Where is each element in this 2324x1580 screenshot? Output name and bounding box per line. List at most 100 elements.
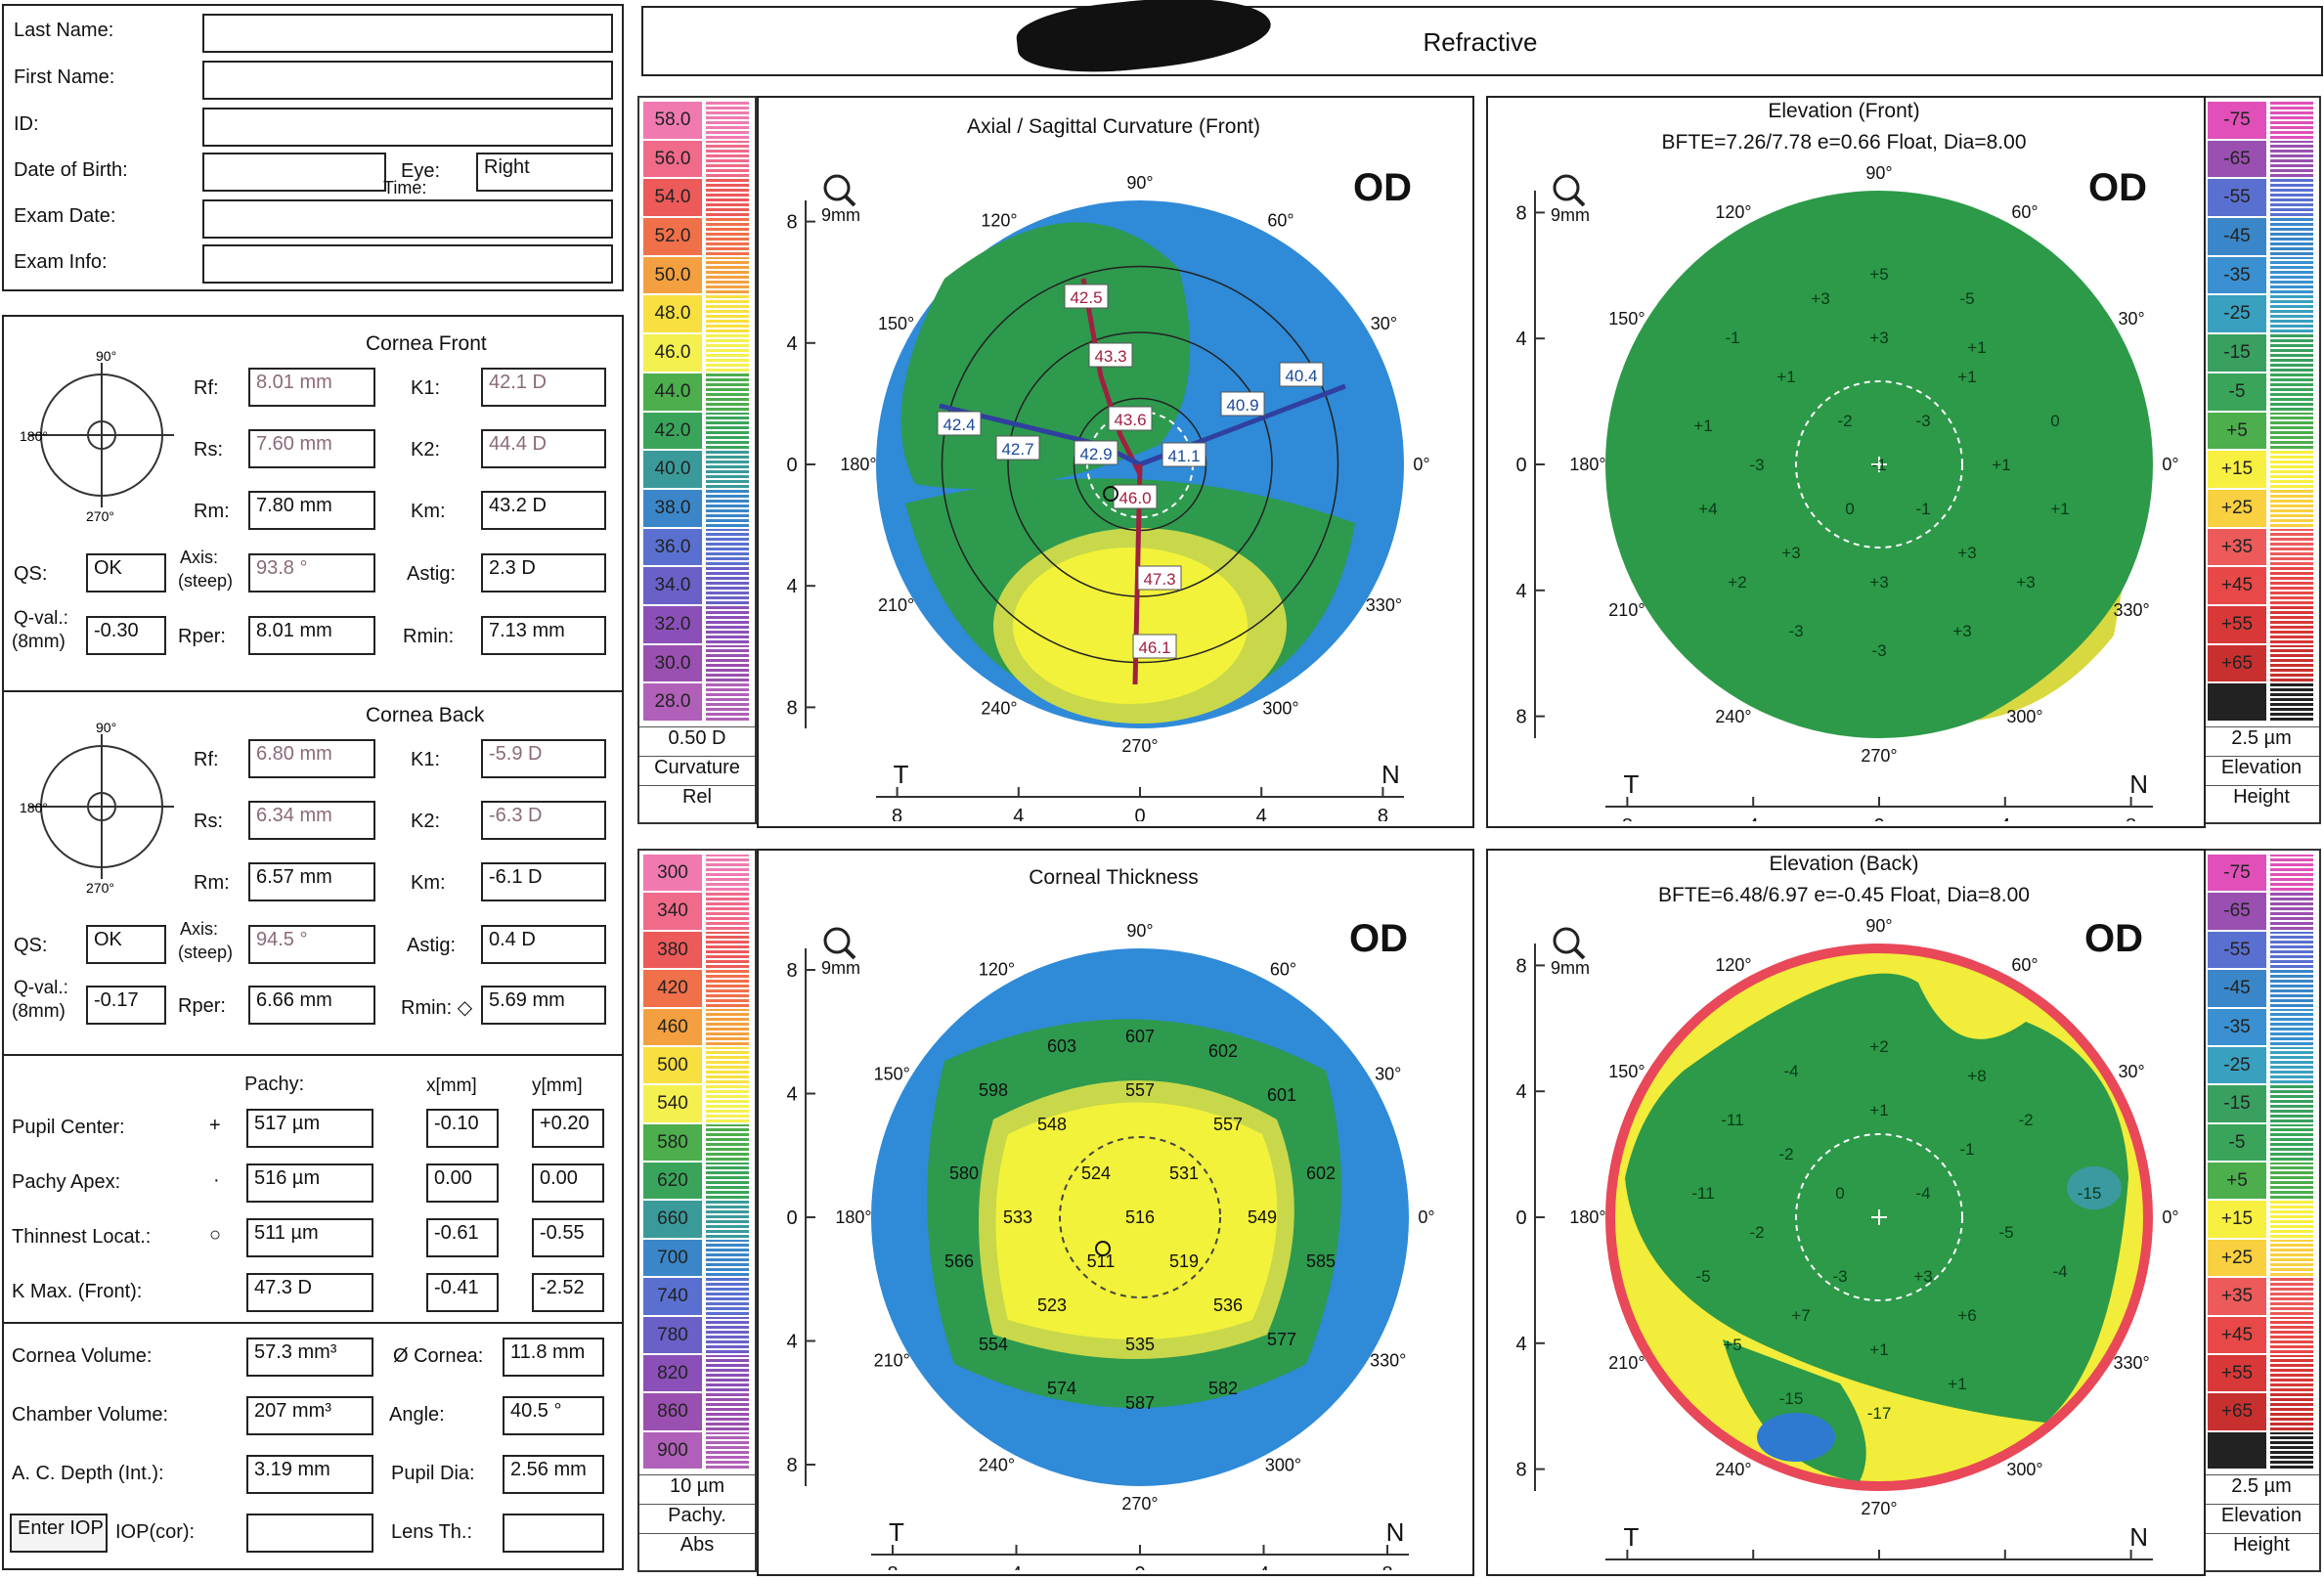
scale-value: -5	[2208, 1123, 2266, 1161]
value-label-box	[1113, 484, 1158, 509]
x-tick-label: 4	[1999, 815, 2010, 821]
thickness-value: 577	[1267, 1330, 1296, 1349]
cf-rf-label: Rf:	[194, 377, 219, 399]
scale-value: 58.0	[643, 102, 702, 139]
first-name-field[interactable]	[202, 61, 613, 100]
thickness-value: 602	[1208, 1041, 1238, 1061]
angle-label: 180°	[835, 1207, 871, 1227]
angle-label: 300°	[1262, 698, 1298, 718]
ring	[1007, 331, 1273, 597]
scale-value: +5	[2208, 1163, 2266, 1200]
pachy-apex-y: 0.00	[532, 1163, 604, 1203]
elevation-value: -5	[1695, 1267, 1710, 1286]
pachy-apex-symbol: ·	[213, 1169, 220, 1191]
svg-text:180°: 180°	[20, 428, 48, 444]
cf-axis-sub: (steep)	[178, 571, 234, 591]
angle-label: 210°	[878, 595, 914, 615]
x-tick-label: 0	[1873, 1568, 1884, 1570]
scale-hatch	[706, 373, 749, 411]
scale-value: +35	[2208, 528, 2266, 566]
svg-text:270°: 270°	[86, 880, 114, 895]
x-tick-label: 8	[892, 806, 902, 821]
eye-field[interactable]: Right	[476, 153, 613, 192]
lens-th-field	[503, 1514, 604, 1553]
iop-cor-field[interactable]	[246, 1514, 373, 1553]
first-name-label: First Name:	[14, 66, 115, 88]
pupil-ring	[1795, 380, 1963, 549]
pupil-center-pachy: 517 µm	[246, 1109, 373, 1148]
cornea-volume-field: 57.3 mm³	[246, 1338, 373, 1377]
elevation-value: +7	[1791, 1306, 1810, 1325]
scale-hatch	[2270, 893, 2313, 930]
scale-hatch	[2270, 644, 2313, 682]
cf-rm-label: Rm:	[194, 501, 230, 522]
scale-value: +55	[2208, 1354, 2266, 1392]
scale-hatch	[2270, 295, 2313, 333]
value-label-box	[1108, 406, 1153, 431]
thickness-value: 587	[1125, 1393, 1155, 1413]
dob-field[interactable]	[202, 153, 386, 192]
thickness-value: 582	[1208, 1379, 1238, 1398]
last-name-field[interactable]	[202, 14, 613, 53]
thickness-map: 607 603 602 598 557 601 548 557 580 524 531 602 533 5…	[786, 921, 1434, 1570]
curvature-value: 43.3	[1094, 347, 1126, 366]
elevation-value: +1	[1957, 368, 1976, 386]
elevation-value: +2	[1728, 573, 1746, 592]
value-label-box	[995, 435, 1040, 461]
divider	[2, 1054, 622, 1056]
green-zone	[1625, 973, 2128, 1423]
scale-hatch	[706, 412, 749, 450]
exam-info-field[interactable]	[202, 244, 613, 284]
elevation-value: -1	[1959, 1140, 1974, 1159]
elevation-value: -11	[1721, 1111, 1743, 1129]
scale-caption: Pachy.	[639, 1504, 755, 1527]
thickness-value: 549	[1248, 1207, 1277, 1227]
scale-value: -65	[2208, 893, 2266, 930]
angle-label: 270°	[1861, 746, 1897, 766]
angle-label: 240°	[1715, 707, 1751, 726]
cb-k1-field: -5.9 D	[481, 739, 606, 778]
thinnest-x: -0.61	[426, 1218, 499, 1257]
pachy-apex-label: Pachy Apex:	[12, 1171, 121, 1193]
scale-value: 52.0	[643, 218, 702, 255]
elevation-value: +8	[1967, 1067, 1986, 1085]
pachy-scale: 300 340 380 420 460 500 540 580 620 660 700 740 780 8…	[637, 849, 757, 1572]
thickness-value: 574	[1047, 1379, 1076, 1398]
cb-axis-label: Axis:	[180, 919, 219, 939]
chamber-volume-field: 207 mm³	[246, 1396, 373, 1435]
angle-label: 300°	[2006, 1460, 2042, 1479]
cb-rm-field: 6.57 mm	[248, 862, 375, 901]
scale-hatch	[2270, 605, 2313, 643]
scale-value: 44.0	[643, 373, 702, 411]
x-tick-label: 8	[2126, 1568, 2136, 1570]
kmax-y: -2.52	[532, 1273, 604, 1312]
cf-rper-field: 8.01 mm	[248, 616, 375, 655]
pupil-center-y: +0.20	[532, 1109, 604, 1148]
elevation-front-title: Elevation (Front)	[1768, 100, 1920, 122]
cf-k2-field: 44.4 D	[481, 429, 606, 468]
angle-label: 330°	[2113, 600, 2149, 620]
cf-rm-field: 7.80 mm	[248, 491, 375, 530]
cb-rper-label: Rper:	[178, 995, 226, 1017]
yellow-zone	[1013, 548, 1248, 704]
svg-text:90°: 90°	[96, 348, 116, 364]
y-tick-label: 0	[1515, 455, 1526, 476]
y-tick-label: 4	[786, 1084, 797, 1106]
angle-label: 30°	[1371, 314, 1397, 333]
elevation-value: -3	[1871, 641, 1886, 660]
id-field[interactable]	[202, 108, 613, 147]
thickness-value: 557	[1213, 1115, 1243, 1134]
enter-iop-button[interactable]: Enter IOP	[10, 1514, 108, 1553]
angle-label: 90°	[1865, 916, 1892, 936]
scale-hatch	[706, 179, 749, 217]
y-tick-label: 4	[1515, 581, 1526, 602]
thickness-value: 554	[979, 1335, 1008, 1354]
cf-axis-field: 93.8 °	[248, 553, 375, 592]
angle-label: 180°	[1569, 455, 1605, 474]
exam-date-field[interactable]	[202, 199, 613, 239]
scale-value: -75	[2208, 855, 2266, 892]
scale-caption: Height	[2204, 1533, 2319, 1557]
scale-hatch	[706, 102, 749, 139]
scale-value: -15	[2208, 334, 2266, 372]
cf-astig-field: 2.3 D	[481, 553, 606, 592]
